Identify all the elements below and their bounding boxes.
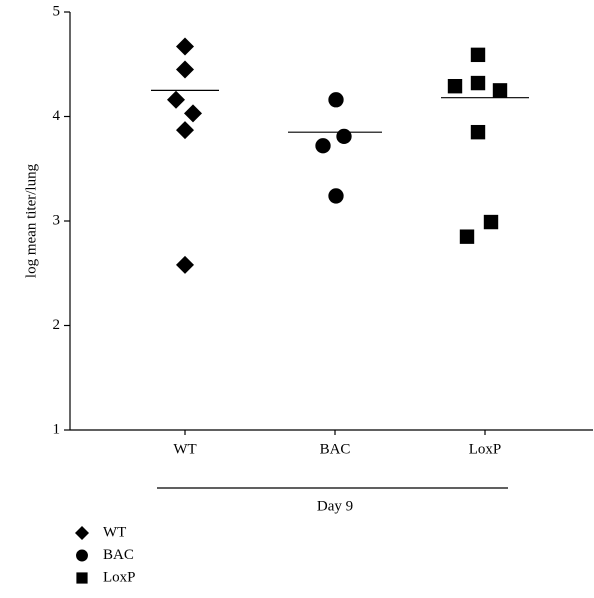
x-tick-label: BAC: [320, 441, 351, 457]
circle-marker: [76, 549, 88, 562]
diamond-marker: [176, 255, 194, 274]
y-tick-label: 2: [53, 317, 61, 333]
circle-marker: [336, 128, 352, 145]
diamond-marker: [184, 104, 202, 123]
square-marker: [470, 124, 486, 140]
square-marker: [470, 75, 486, 91]
y-tick-label: 4: [53, 108, 61, 124]
group-label: Day 9: [317, 498, 353, 514]
x-tick-label: WT: [173, 441, 196, 457]
y-tick-label: 3: [53, 212, 61, 228]
legend-label: BAC: [103, 547, 134, 563]
square-marker: [76, 572, 88, 584]
diamond-marker: [176, 37, 194, 56]
x-tick-label: LoxP: [469, 441, 502, 457]
square-marker: [492, 83, 508, 98]
square-marker: [459, 229, 475, 244]
circle-marker: [315, 138, 331, 154]
diamond-marker: [176, 121, 194, 140]
square-marker: [483, 214, 499, 230]
diamond-marker: [176, 60, 194, 79]
legend-label: LoxP: [103, 569, 136, 585]
circle-marker: [328, 188, 344, 204]
y-axis-label: log mean titer/lung: [23, 163, 39, 278]
diamond-marker: [167, 90, 185, 109]
y-tick-label: 1: [53, 421, 61, 437]
y-tick-label: 5: [53, 3, 61, 19]
square-marker: [470, 47, 486, 63]
square-marker: [447, 78, 463, 94]
legend-label: WT: [103, 524, 126, 540]
circle-marker: [328, 92, 344, 108]
diamond-marker: [75, 526, 89, 540]
